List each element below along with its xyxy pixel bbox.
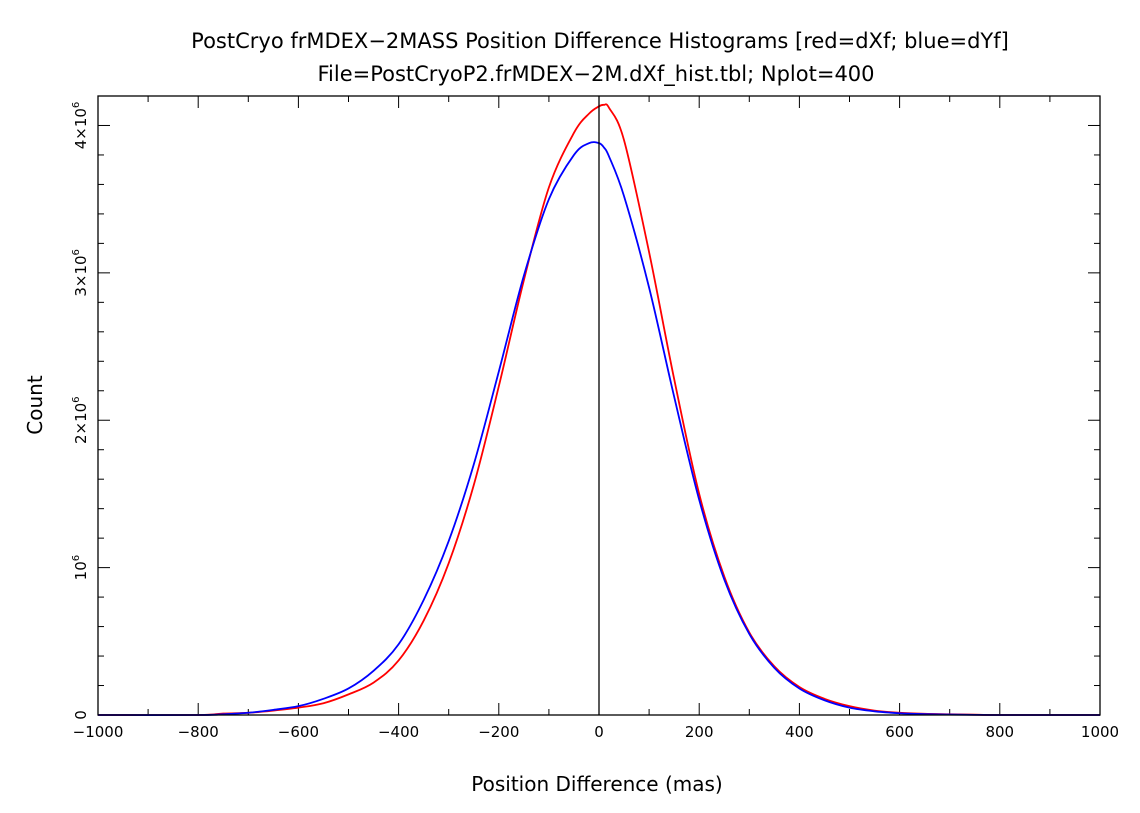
x-tick-label: −1000 bbox=[73, 723, 124, 741]
x-tick-label: −200 bbox=[478, 723, 519, 741]
red-series-line bbox=[97, 103, 1101, 717]
chart-subtitle: File=PostCryoP2.frMDEX−2M.dXf_hist.tbl; … bbox=[317, 62, 874, 87]
y-tick-label: 106 bbox=[71, 555, 90, 580]
x-tick-label: 200 bbox=[685, 723, 714, 741]
x-tick-label: 1000 bbox=[1081, 723, 1119, 741]
y-tick-label: 0 bbox=[72, 710, 90, 720]
x-tick-label: −400 bbox=[378, 723, 419, 741]
y-axis-label: Count bbox=[23, 375, 47, 435]
x-tick-label: 400 bbox=[785, 723, 814, 741]
y-tick-label: 4×106 bbox=[71, 102, 90, 150]
x-axis-ticks: −1000 −800 −600 −400 −200 0 200 400 600 800 1000 bbox=[73, 96, 1119, 741]
blue-series-line bbox=[97, 141, 1101, 716]
x-tick-label: 800 bbox=[985, 723, 1014, 741]
plot-series bbox=[97, 103, 1101, 717]
x-axis-label: Position Difference (mas) bbox=[471, 772, 722, 796]
x-tick-label: 600 bbox=[885, 723, 914, 741]
x-tick-label: −600 bbox=[278, 723, 319, 741]
plot-frame bbox=[97, 95, 1101, 716]
y-axis-ticks: 0 106 2×106 3×106 4×106 bbox=[71, 95, 1100, 720]
y-tick-label: 3×106 bbox=[71, 249, 90, 297]
x-tick-label: −800 bbox=[178, 723, 219, 741]
y-tick-label: 2×106 bbox=[71, 396, 90, 444]
x-tick-label: 0 bbox=[594, 723, 604, 741]
chart-title: PostCryo frMDEX−2MASS Position Differenc… bbox=[191, 29, 1009, 53]
